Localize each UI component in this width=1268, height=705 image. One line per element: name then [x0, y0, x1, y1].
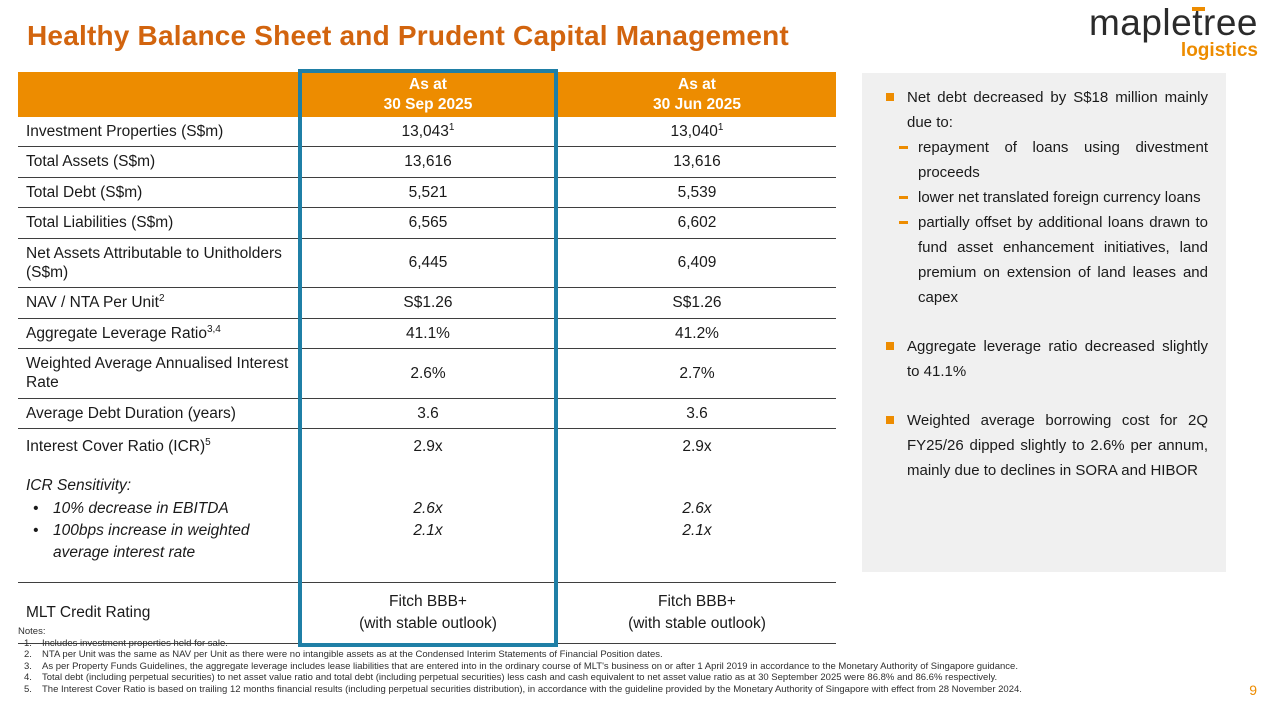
bullet-group-borrowing-cost: Weighted average borrowing cost for 2Q F…	[862, 408, 1226, 483]
row-label: Total Liabilities (S$m)	[18, 207, 298, 239]
notes-heading: Notes:	[18, 626, 46, 637]
row-value-jun: 6,409	[558, 238, 836, 289]
row-label: Interest Cover Ratio (ICR)5 ICR Sensitiv…	[18, 428, 298, 584]
table-row-debt-duration: Average Debt Duration (years) 3.6 3.6	[18, 398, 836, 430]
bullet-dot-icon: •	[33, 522, 39, 540]
row-value-sep: 5,521	[298, 177, 558, 209]
row-value-jun: 5,539	[558, 177, 836, 209]
icr-sensitivity-list: • 10% decrease in EBITDA • 100bps increase…	[26, 498, 290, 564]
balance-sheet-table: As at 30 Sep 2025 As at 30 Jun 2025 Inve…	[18, 72, 836, 645]
row-label: NAV / NTA Per Unit2	[18, 287, 298, 319]
table-row-aggregate-leverage: Aggregate Leverage Ratio3,4 41.1% 41.2%	[18, 318, 836, 350]
row-label: Investment Properties (S$m)	[18, 117, 298, 148]
logo-t-glyph: t	[1192, 2, 1206, 43]
bullet-group-net-debt: Net debt decreased by S$18 million mainl…	[862, 85, 1226, 310]
bullet-dash-icon	[899, 221, 908, 224]
row-value-jun: Fitch BBB+ (with stable outlook)	[558, 582, 836, 645]
header-sep-line1: As at	[409, 75, 447, 93]
header-empty-cell	[18, 72, 298, 117]
row-value-jun: 3.6	[558, 398, 836, 430]
icr-sensitivity-item: • 10% decrease in EBITDA	[26, 498, 290, 520]
row-label: MLT Credit Rating	[18, 582, 298, 645]
table-row-total-assets: Total Assets (S$m) 13,616 13,616	[18, 146, 836, 178]
sub-bullet-item: repayment of loans using divestment proc…	[862, 135, 1226, 185]
row-label: Net Assets Attributable to Unitholders (…	[18, 238, 298, 289]
row-label: Total Assets (S$m)	[18, 146, 298, 178]
bullet-dot-icon: •	[33, 500, 39, 518]
table-row-icr: Interest Cover Ratio (ICR)5 ICR Sensitiv…	[18, 428, 836, 584]
table-header-row: As at 30 Sep 2025 As at 30 Jun 2025	[18, 72, 836, 117]
bullet-dash-icon	[899, 196, 908, 199]
header-col-sep-2025: As at 30 Sep 2025	[298, 72, 558, 117]
row-value-sep: 2.9x 2.6x 2.1x	[298, 428, 558, 584]
row-value-sep: 2.6%	[298, 348, 558, 399]
table-row-total-liabilities: Total Liabilities (S$m) 6,565 6,602	[18, 207, 836, 239]
balance-sheet-table-wrap: As at 30 Sep 2025 As at 30 Jun 2025 Inve…	[18, 69, 836, 648]
icr-sensitivity-heading: ICR Sensitivity:	[26, 477, 132, 495]
footnote: 1. Includes investment properties held fo…	[24, 637, 228, 649]
icr-sensitivity-item: • 100bps increase in weighted average int…	[33, 522, 250, 562]
logo-brand-part1: maple	[1088, 2, 1193, 43]
row-label: Average Debt Duration (years)	[18, 398, 298, 430]
row-value-sep: S$1.26	[298, 287, 558, 319]
header-jun-line2: 30 Jun 2025	[653, 95, 741, 113]
row-value-jun: 6,602	[558, 207, 836, 239]
row-value-jun: 2.9x 2.6x 2.1x	[558, 428, 836, 584]
page-title: Healthy Balance Sheet and Prudent Capita…	[27, 20, 789, 51]
row-label: Weighted Average Annualised Interest Rat…	[18, 348, 298, 399]
logo-orange-bar-icon	[1192, 7, 1206, 11]
table-row-nav-nta: NAV / NTA Per Unit2 S$1.26 S$1.26	[18, 287, 836, 319]
table-row-investment-properties: Investment Properties (S$m) 13,0431 13,0…	[18, 117, 836, 148]
row-value-jun: 2.7%	[558, 348, 836, 399]
row-label: Aggregate Leverage Ratio3,4	[18, 318, 298, 350]
row-value-jun: 13,616	[558, 146, 836, 178]
row-value-sep: 3.6	[298, 398, 558, 430]
row-value-jun: S$1.26	[558, 287, 836, 319]
logo-t-letter: t	[1192, 2, 1204, 43]
row-value-sep: 6,445	[298, 238, 558, 289]
footnote: 5. The Interest Cover Ratio is based on t…	[24, 683, 1022, 695]
bullet-square-icon	[886, 416, 894, 424]
footnote: 2. NTA per Unit was the same as NAV per U…	[24, 649, 663, 661]
icr-label: Interest Cover Ratio (ICR)5	[26, 436, 211, 456]
row-value-sep: 41.1%	[298, 318, 558, 350]
row-label: Total Debt (S$m)	[18, 177, 298, 209]
logo-division-text: logistics	[1180, 39, 1258, 61]
row-value-jun: 41.2%	[558, 318, 836, 350]
footnote: 4. Total debt (including perpetual securi…	[24, 672, 998, 684]
bullet-square-icon	[886, 93, 894, 101]
table-row-credit-rating: MLT Credit Rating Fitch BBB+ (with stabl…	[18, 582, 836, 645]
row-value-sep: 13,616	[298, 146, 558, 178]
table-row-net-assets: Net Assets Attributable to Unitholders (…	[18, 238, 836, 289]
row-value-sep: 13,0431	[298, 117, 558, 148]
footnotes: Notes: 1. Includes investment properties …	[18, 626, 1198, 696]
sub-bullet-item: lower net translated foreign currency lo…	[862, 185, 1226, 210]
logo-brand-text: maple tree	[1088, 2, 1258, 43]
page-number: 9	[1249, 682, 1257, 698]
table-row-total-debt: Total Debt (S$m) 5,521 5,539	[18, 177, 836, 209]
bullet-group-aggregate-leverage: Aggregate leverage ratio decreased sligh…	[862, 334, 1226, 384]
bullet-dash-icon	[899, 146, 908, 149]
header-sep-line2: 30 Sep 2025	[383, 95, 473, 113]
header-col-jun-2025: As at 30 Jun 2025	[558, 72, 836, 117]
sub-bullet-item: partially offset by additional loans dra…	[862, 210, 1226, 310]
bullet-item: Weighted average borrowing cost for 2Q F…	[862, 408, 1226, 483]
commentary-panel: Net debt decreased by S$18 million mainl…	[862, 73, 1226, 572]
row-value-jun: 13,0401	[558, 117, 836, 148]
bullet-square-icon	[886, 342, 894, 350]
logo-brand-part2: ree	[1203, 2, 1258, 43]
table-row-weighted-interest-rate: Weighted Average Annualised Interest Rat…	[18, 348, 836, 399]
mapletree-logo: maple tree logistics	[1088, 2, 1258, 62]
header-jun-line1: As at	[678, 75, 716, 93]
row-value-sep: 6,565	[298, 207, 558, 239]
bullet-item: Net debt decreased by S$18 million mainl…	[862, 85, 1226, 135]
footnote: 3. As per Property Funds Guidelines, the …	[24, 660, 1018, 672]
bullet-item: Aggregate leverage ratio decreased sligh…	[862, 334, 1226, 384]
